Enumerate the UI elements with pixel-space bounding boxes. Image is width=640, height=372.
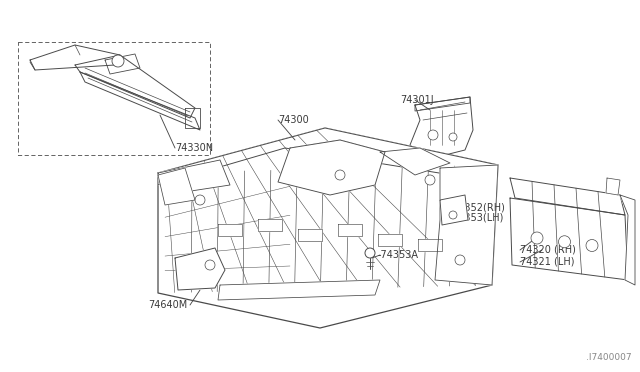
Text: 74321 (LH): 74321 (LH) [520, 257, 575, 267]
Polygon shape [30, 45, 120, 70]
Polygon shape [158, 128, 498, 185]
Polygon shape [185, 108, 200, 128]
Circle shape [449, 211, 457, 219]
Text: 74300: 74300 [278, 115, 308, 125]
Circle shape [586, 240, 598, 251]
Circle shape [531, 232, 543, 244]
Circle shape [425, 175, 435, 185]
Polygon shape [410, 97, 473, 160]
Polygon shape [175, 248, 225, 290]
Text: 74640M: 74640M [148, 300, 188, 310]
Polygon shape [158, 168, 195, 205]
Polygon shape [278, 140, 385, 195]
Text: -74353A: -74353A [378, 250, 419, 260]
Text: 74320 (RH): 74320 (RH) [520, 245, 576, 255]
Polygon shape [158, 160, 230, 195]
Polygon shape [218, 224, 242, 236]
Circle shape [335, 170, 345, 180]
Polygon shape [75, 55, 195, 118]
Polygon shape [510, 198, 628, 280]
Polygon shape [218, 280, 380, 300]
Polygon shape [378, 234, 402, 246]
Polygon shape [298, 229, 322, 241]
Text: 74301J: 74301J [400, 95, 434, 105]
Circle shape [195, 195, 205, 205]
Polygon shape [435, 165, 498, 285]
Text: 74352(RH): 74352(RH) [452, 203, 505, 213]
Polygon shape [606, 178, 620, 195]
Circle shape [559, 236, 570, 248]
Polygon shape [258, 219, 282, 231]
Circle shape [449, 133, 457, 141]
Circle shape [205, 260, 215, 270]
Polygon shape [158, 128, 498, 328]
Polygon shape [510, 178, 625, 215]
Polygon shape [380, 148, 450, 175]
Polygon shape [80, 72, 200, 130]
Polygon shape [418, 239, 442, 251]
Text: .I7400007: .I7400007 [586, 353, 632, 362]
Polygon shape [620, 195, 635, 285]
Polygon shape [415, 97, 470, 111]
Circle shape [455, 255, 465, 265]
Polygon shape [440, 195, 468, 225]
Circle shape [365, 248, 375, 258]
Polygon shape [105, 54, 140, 74]
Circle shape [112, 55, 124, 67]
Text: 74330N: 74330N [175, 143, 213, 153]
Polygon shape [338, 224, 362, 236]
Circle shape [428, 130, 438, 140]
Text: 74353(LH): 74353(LH) [452, 213, 504, 223]
